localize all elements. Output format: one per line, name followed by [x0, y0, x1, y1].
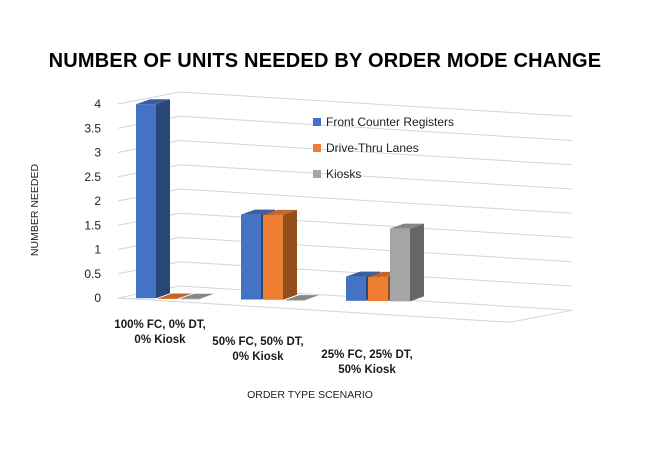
y-tick-label: 4	[94, 97, 101, 111]
gridline	[179, 140, 573, 166]
legend-label: Kiosks	[326, 167, 361, 181]
bar	[263, 214, 283, 300]
legend-label: Front Counter Registers	[326, 115, 454, 129]
bars	[136, 99, 424, 302]
bar	[158, 298, 178, 299]
bar-top	[346, 271, 380, 277]
chart-title: NUMBER OF UNITS NEEDED BY ORDER MODE CHA…	[48, 50, 602, 72]
bar-top	[390, 223, 424, 229]
floor-right-edge	[509, 309, 573, 323]
gridline	[179, 164, 573, 190]
bar-top	[285, 295, 319, 301]
bar-top	[180, 293, 214, 299]
category-label: 0% Kiosk	[134, 334, 186, 346]
category-label: 0% Kiosk	[232, 351, 284, 363]
legend-swatch	[313, 144, 321, 152]
category-label: 50% FC, 50% DT,	[212, 336, 303, 348]
bar	[346, 276, 366, 301]
legend: Front Counter Registers Drive-Thru Lanes K…	[313, 115, 454, 181]
bar-top	[263, 209, 297, 215]
y-tick-label: 0.5	[84, 267, 101, 281]
legend-label: Drive-Thru Lanes	[326, 141, 419, 155]
bar	[180, 298, 200, 300]
gridline	[179, 115, 573, 142]
bar	[368, 276, 388, 302]
x-axis-categories: 100% FC, 0% DT, 0% Kiosk 50% FC, 50% DT, 0%…	[114, 319, 412, 376]
y-tick-label: 2.5	[84, 170, 101, 184]
y-tick-label: 1.5	[84, 218, 101, 232]
bar-top	[241, 209, 275, 215]
bar-side	[283, 209, 297, 300]
gridline	[179, 212, 573, 239]
y-axis-ticks: 0 0.5 1 1.5 2 2.5 3 3.5 4	[84, 97, 101, 305]
category-label: 100% FC, 0% DT,	[114, 319, 205, 331]
y-tick-label: 3.5	[84, 121, 101, 135]
bar	[136, 104, 156, 299]
gridline	[179, 237, 573, 263]
floor-front-edge	[117, 297, 511, 323]
bar-top	[158, 293, 192, 299]
y-axis-label: NUMBER NEEDED	[29, 163, 41, 256]
category-label: 50% Kiosk	[338, 364, 396, 376]
bar	[241, 214, 261, 300]
gridline	[179, 91, 573, 117]
bar-side	[156, 99, 170, 299]
gridline	[179, 188, 573, 214]
y-tick-label: 2	[94, 194, 101, 208]
legend-swatch	[313, 170, 321, 178]
bar-top	[136, 99, 170, 105]
bar	[390, 228, 410, 302]
y-tick-label: 1	[94, 243, 101, 257]
legend-swatch	[313, 118, 321, 126]
bar-side	[410, 223, 424, 302]
bar	[285, 300, 305, 301]
y-tick-label: 0	[94, 291, 101, 305]
gridline-side	[117, 91, 181, 105]
category-label: 25% FC, 25% DT,	[321, 349, 412, 361]
x-axis-label: ORDER TYPE SCENARIO	[247, 389, 373, 401]
y-tick-label: 3	[94, 146, 101, 160]
